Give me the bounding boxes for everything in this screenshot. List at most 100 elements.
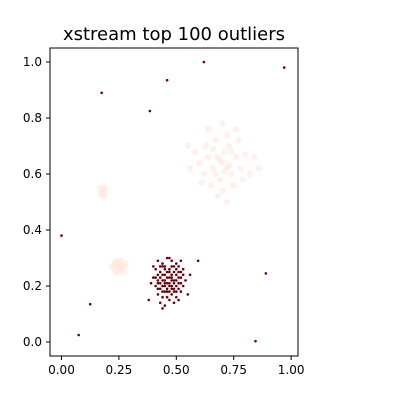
outlier-point <box>174 273 178 277</box>
outlier-point <box>174 279 178 282</box>
inlier-point <box>232 154 240 161</box>
x-tick-label: 0.50 <box>163 363 190 377</box>
outlier-point <box>163 273 167 277</box>
outlier-point <box>156 279 160 282</box>
outlier-point <box>158 281 162 285</box>
x-axis: 0.00 0.25 0.50 0.75 1.00 <box>48 356 304 377</box>
outlier-point <box>196 259 200 263</box>
inlier-point <box>117 257 125 264</box>
y-tick-label: 0.0 <box>23 335 42 349</box>
outlier-point <box>163 265 167 268</box>
inlier-point <box>101 184 109 192</box>
outlier-point <box>163 290 167 293</box>
outlier-point <box>168 256 171 260</box>
outlier-point <box>174 284 178 288</box>
outlier-point <box>165 256 169 260</box>
outlier-point <box>158 287 162 291</box>
outlier-point <box>161 279 164 282</box>
outlier-point <box>172 265 176 268</box>
inlier-point <box>228 170 235 178</box>
outlier-point <box>148 109 152 113</box>
outlier-point <box>161 307 164 310</box>
outlier-point <box>60 234 63 237</box>
outlier-point <box>161 262 164 265</box>
inlier-points <box>97 120 263 276</box>
outlier-point <box>179 270 183 274</box>
outlier-point <box>161 265 164 268</box>
outlier-point <box>165 270 169 274</box>
outlier-point <box>156 259 160 263</box>
inlier-point <box>99 193 107 200</box>
outlier-point <box>186 293 190 296</box>
outlier-point <box>161 295 164 299</box>
outlier-point <box>149 281 153 285</box>
outlier-point <box>154 276 157 279</box>
outlier-point <box>179 259 183 263</box>
outlier-point <box>156 281 160 285</box>
outlier-point <box>174 262 178 265</box>
outlier-point <box>168 281 171 285</box>
y-tick-label: 0.2 <box>23 279 42 293</box>
outlier-point <box>170 279 174 282</box>
outlier-point <box>168 290 171 293</box>
inlier-point <box>223 198 231 206</box>
outlier-point <box>172 290 176 293</box>
outlier-point <box>154 284 157 288</box>
inlier-point <box>225 162 233 169</box>
inlier-point <box>205 154 212 161</box>
inlier-point <box>251 154 258 161</box>
outlier-point <box>165 295 169 299</box>
inlier-point <box>108 263 116 270</box>
inlier-point <box>241 151 249 158</box>
inlier-point <box>117 263 125 270</box>
outlier-point <box>170 273 174 277</box>
outlier-point <box>165 290 169 293</box>
outlier-point <box>161 284 164 288</box>
inlier-point <box>230 182 237 189</box>
chart-title: xstream top 100 outliers <box>63 24 285 45</box>
inlier-point <box>209 145 217 152</box>
outlier-point <box>156 287 160 291</box>
outlier-point <box>172 287 176 291</box>
axes-frame <box>49 47 299 357</box>
inlier-point <box>239 176 247 183</box>
outlier-point <box>172 270 176 274</box>
outlier-point <box>165 287 169 291</box>
outlier-point <box>177 276 180 279</box>
inlier-point <box>216 156 224 164</box>
outlier-point <box>174 267 178 271</box>
inlier-point <box>202 142 210 150</box>
outlier-point <box>158 265 162 268</box>
outlier-point <box>181 267 185 271</box>
inlier-point <box>228 148 235 155</box>
outlier-point <box>154 267 157 271</box>
inlier-point <box>186 165 194 172</box>
inlier-point <box>216 176 224 183</box>
x-tick-label: 0.00 <box>48 363 75 377</box>
outlier-point <box>163 281 167 285</box>
outlier-point <box>161 290 164 293</box>
inlier-point <box>221 168 228 175</box>
outlier-point <box>184 279 187 282</box>
inlier-point <box>209 165 217 172</box>
outlier-point <box>179 281 183 285</box>
inlier-point <box>232 126 240 133</box>
outlier-point <box>152 265 155 268</box>
outlier-point <box>163 279 167 282</box>
outlier-point <box>264 272 268 275</box>
inlier-point <box>212 170 219 178</box>
outlier-point <box>165 276 169 279</box>
y-tick-label: 0.6 <box>23 167 42 181</box>
outlier-point <box>177 270 180 274</box>
inlier-point <box>200 170 208 178</box>
outlier-point <box>170 259 174 263</box>
inlier-point <box>214 193 221 200</box>
outlier-point <box>179 276 183 279</box>
outlier-point <box>172 281 176 285</box>
outlier-point <box>181 284 185 288</box>
outlier-point <box>177 265 180 268</box>
inlier-point <box>191 148 198 155</box>
x-tick-label: 1.00 <box>278 363 305 377</box>
outlier-point <box>172 301 176 305</box>
